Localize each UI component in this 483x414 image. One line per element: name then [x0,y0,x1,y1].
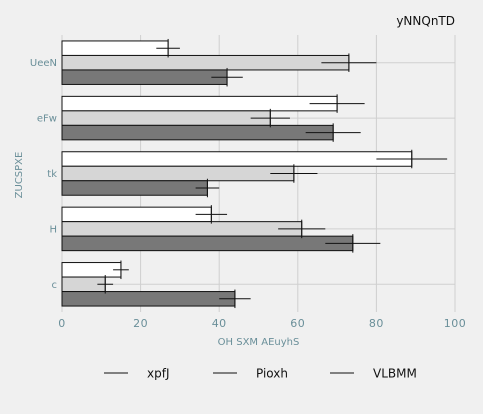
y-tick-label: eFw [37,114,57,125]
x-tick-label: 60 [290,317,305,330]
bar [61,124,334,141]
bar [61,165,295,182]
legend: xpfJ Pioxh VLBMM [104,367,417,381]
y-tick-labels: UeeN eFw tk Hc [30,58,57,291]
chart-title: yNNQnTD [396,14,455,28]
bar [61,291,236,307]
x-tick-label: 0 [58,317,66,330]
bar [61,206,212,223]
bar [61,95,338,112]
bar [61,54,350,71]
x-tick-labels: 0 20 40 60 80 100 [58,317,466,330]
y-tick-label: H [49,224,57,235]
y-axis-label: ZUCSPXE [14,152,25,199]
x-tick-label: 20 [133,317,148,330]
y-tick-label: tk [47,169,57,180]
bar [61,221,303,237]
bar [61,110,271,126]
legend-label: VLBMM [373,367,417,381]
bar [61,69,228,85]
bar [61,151,413,167]
bar [61,180,208,196]
x-axis-label: OH SXM AEuyhS [218,337,300,348]
legend-label: xpfJ [147,367,169,381]
x-tick-label: 80 [369,317,384,330]
bar [61,40,169,56]
bar [61,235,354,252]
y-tick-label: c [52,280,58,291]
x-tick-label: 40 [212,317,227,330]
x-tick-label: 100 [444,317,467,330]
bar [61,262,122,278]
legend-label: Pioxh [256,367,288,381]
bars [61,40,413,307]
error-bars [97,38,448,309]
y-tick-label: UeeN [30,58,57,69]
